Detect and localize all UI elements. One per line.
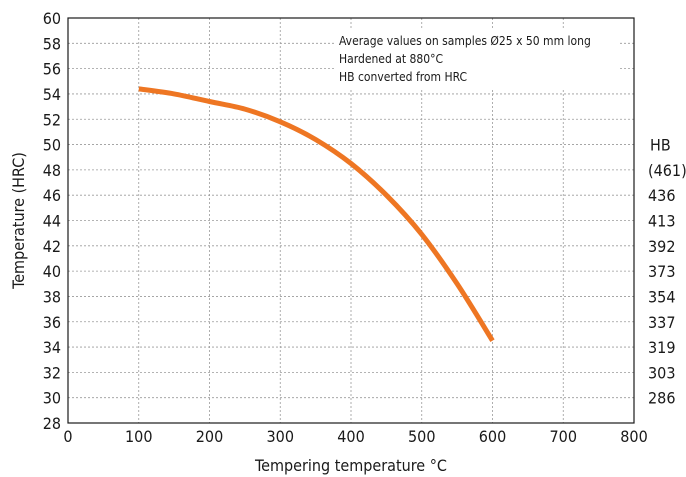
series-layer	[138, 86, 495, 343]
x-tick-label: 800	[620, 427, 647, 446]
annotation-block: Average values on samples Ø25 x 50 mm lo…	[339, 34, 591, 84]
hb-axis-title: HB	[650, 136, 671, 155]
y-axis-title: Temperature (HRC)	[9, 152, 28, 290]
y-tick-label: 44	[43, 212, 61, 231]
hb-label: 303	[648, 363, 675, 382]
y-tick-label: 32	[43, 363, 61, 382]
x-tick-label: 100	[125, 427, 152, 446]
y-tick-label: 54	[43, 85, 61, 104]
hb-label: 392	[648, 237, 675, 256]
y-tick-label: 40	[43, 262, 61, 281]
plot-frame	[67, 17, 635, 424]
x-tick-label: 0	[63, 427, 72, 446]
annotation-line: HB converted from HRC	[339, 70, 467, 84]
hb-label: 373	[648, 262, 675, 281]
x-tick-label: 300	[267, 427, 294, 446]
annotation-line: Hardened at 880°C	[339, 52, 443, 66]
y-tick-label: 52	[43, 110, 61, 129]
y-tick-label: 42	[43, 237, 61, 256]
y-tick-label: 30	[43, 389, 61, 408]
hb-label: 286	[648, 389, 675, 408]
y-tick-label: 50	[43, 136, 61, 155]
x-tick-label: 700	[550, 427, 577, 446]
hb-label: 413	[648, 212, 675, 231]
y-tick-label: 36	[43, 313, 61, 332]
y-axis-ticks: 28 30 32 34 36 38 40 42 44 46 48 50 52 54 56 58 60	[43, 9, 61, 433]
x-axis-title: Tempering temperature °C	[254, 456, 447, 475]
annotation-line: Average values on samples Ø25 x 50 mm lo…	[339, 34, 591, 48]
y-tick-label: 48	[43, 161, 61, 180]
y-tick-label: 46	[43, 186, 61, 205]
y-tick-label: 58	[43, 34, 61, 53]
x-tick-label: 500	[408, 427, 435, 446]
x-tick-label: 200	[196, 427, 223, 446]
x-tick-label: 600	[479, 427, 506, 446]
hb-label: 337	[648, 313, 675, 332]
hb-label: 354	[648, 287, 675, 306]
y-tick-label: 60	[43, 9, 61, 28]
y-tick-label: 38	[43, 287, 61, 306]
y-tick-label: 28	[43, 414, 61, 433]
series-line	[138, 86, 495, 343]
hb-label: (461)	[648, 161, 686, 180]
hb-secondary-axis: HB (461) 436 413 392 373 354 337 319 303 286	[648, 136, 686, 408]
hb-label: 319	[648, 338, 675, 357]
y-tick-label: 34	[43, 338, 61, 357]
hb-label: 436	[648, 186, 675, 205]
x-tick-label: 400	[337, 427, 364, 446]
x-axis-ticks: 0 100 200 300 400 500 600 700 800	[63, 427, 647, 446]
y-tick-label: 56	[43, 60, 61, 79]
annotation-background	[334, 28, 620, 90]
